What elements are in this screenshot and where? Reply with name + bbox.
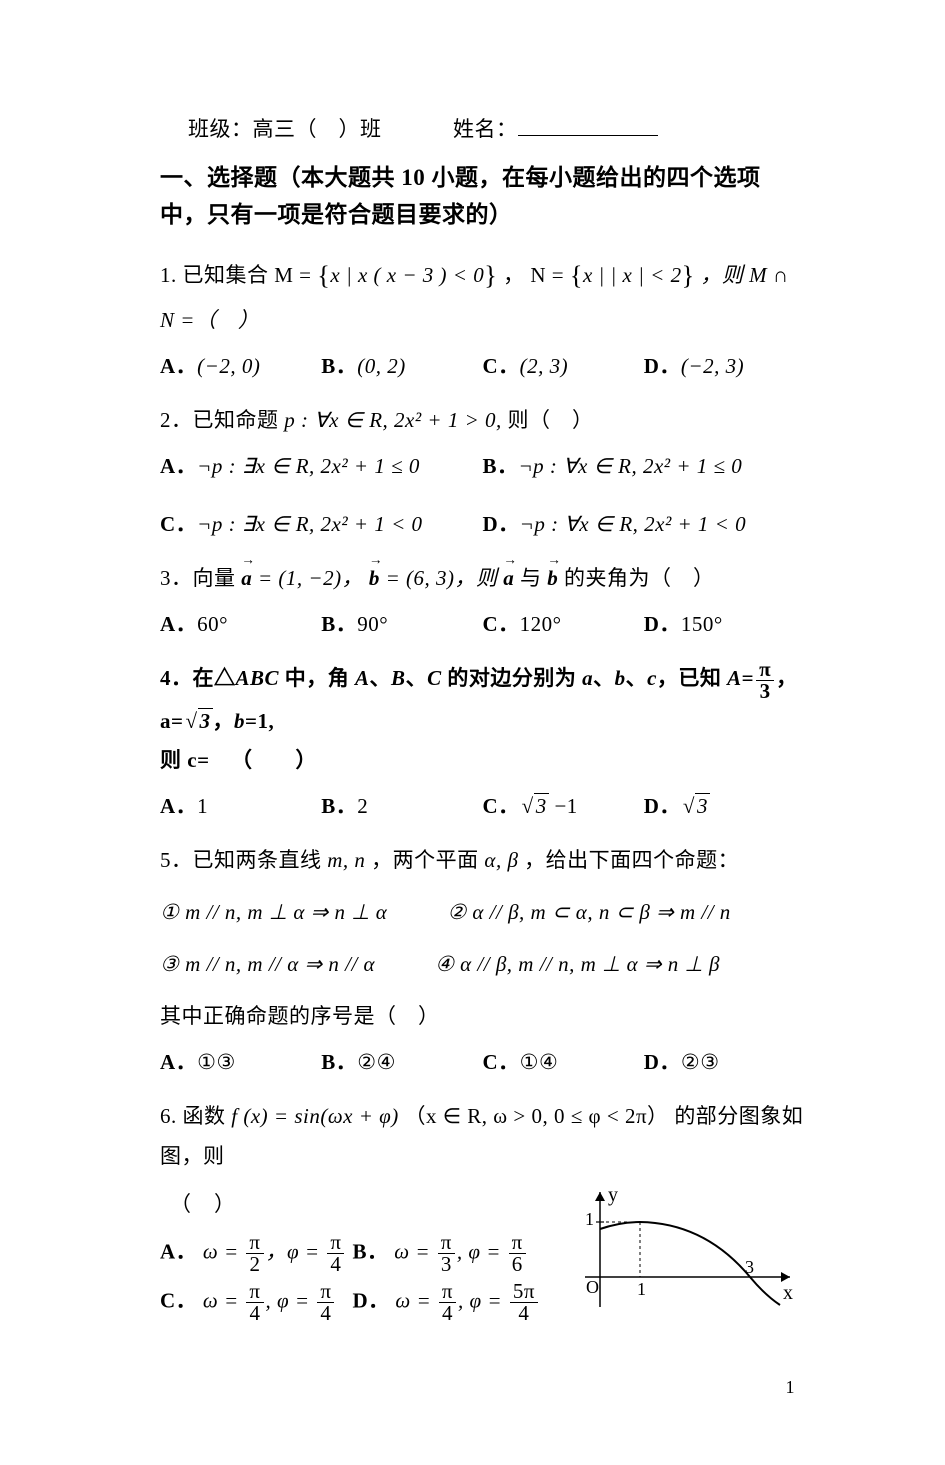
q5-opt-D[interactable]: D．②③ (644, 1043, 805, 1083)
origin-label: O (586, 1277, 600, 1297)
y-axis-label: y (608, 1184, 619, 1206)
q6-opt-B[interactable]: B． ω = π3, φ = π6 (353, 1232, 546, 1275)
question-4: 4．在△ABC 中，角 A、B、C 的对边分别为 a、b、c，已知 A=π3，a… (160, 659, 805, 828)
section-heading: 一、选择题（本大题共 10 小题，在每小题给出的四个选项中，只有一项是符合题目要… (160, 160, 805, 234)
q5-ask: 其中正确命题的序号是（ ） (160, 997, 805, 1037)
q6-opt-A[interactable]: A． ω = π2，φ = π4 (160, 1232, 353, 1275)
student-header: 班级：高三（ ）班 姓名： (160, 110, 805, 150)
q4-opt-D[interactable]: D．3 (644, 787, 805, 827)
q5-opt-C[interactable]: C．①④ (483, 1043, 644, 1083)
q6-func: f (x) = sin(ωx + φ) (231, 1104, 399, 1128)
exam-page: 班级：高三（ ）班 姓名： 一、选择题（本大题共 10 小题，在每小题给出的四个… (0, 0, 945, 1465)
q3-opt-D[interactable]: D．150° (644, 605, 805, 645)
q1-opt-C[interactable]: C．(2, 3) (483, 347, 644, 387)
question-2: 2．已知命题 p : ∀x ∈ R, 2x² + 1 > 0, 则（ ） A．¬… (160, 401, 805, 545)
q2-options: A．¬p : ∃x ∈ R, 2x² + 1 ≤ 0 B．¬p : ∀x ∈ R… (160, 447, 805, 545)
q1-setM: x | x ( x − 3 ) < 0 (330, 263, 484, 287)
q6-cond: （x ∈ R, ω > 0, 0 ≤ φ < 2π） (405, 1104, 669, 1128)
q4-opt-A[interactable]: A．1 (160, 787, 321, 827)
q3-options: A．60° B．90° C．120° D．150° (160, 605, 805, 645)
name-label: 姓名： (453, 117, 518, 141)
q4-pre: 4．在△ABC 中，角 A、B、C 的对边分别为 a、b、c，已知 A= (160, 666, 754, 690)
q4-opt-B[interactable]: B．2 (321, 787, 482, 827)
q2-tail: 则（ ） (508, 408, 594, 432)
q5-p3: ③ m // n, m // α ⇒ n // α (160, 945, 375, 985)
q2-opt-B[interactable]: B．¬p : ∀x ∈ R, 2x² + 1 ≤ 0 (483, 447, 806, 487)
q6-opt-C[interactable]: C． ω = π4, φ = π4 (160, 1281, 353, 1324)
q5-options: A．①③ B．②④ C．①④ D．②③ (160, 1043, 805, 1083)
q4-options: A．1 B．2 C．3 −1 D．3 (160, 787, 805, 827)
q4-line2: 则 c= （ ） (160, 741, 805, 781)
q5-opt-A[interactable]: A．①③ (160, 1043, 321, 1083)
q2-stem: 2．已知命题 (160, 408, 279, 432)
q5-stem: 5．已知两条直线 m, n ，两个平面 α, β ，给出下面四个命题： (160, 841, 805, 881)
vec-a: a (241, 559, 252, 599)
q1-opt-D[interactable]: D．(−2, 3) (644, 347, 805, 387)
y-tick-1: 1 (585, 1209, 595, 1229)
q5-props: ① m // n, m ⊥ α ⇒ n ⊥ α ② α // β, m ⊂ α,… (160, 893, 805, 985)
q3-tail: 的夹角为（ ） (558, 566, 714, 590)
q3-opt-B[interactable]: B．90° (321, 605, 482, 645)
q2-opt-C[interactable]: C．¬p : ∃x ∈ R, 2x² + 1 < 0 (160, 505, 483, 545)
q5-p4: ④ α // β, m // n, m ⊥ α ⇒ n ⊥ β (435, 945, 720, 985)
q6-left: （ ） A． ω = π2，φ = π4 B． ω = π3, φ = π6 C… (160, 1177, 545, 1331)
q6-opt-D[interactable]: D． ω = π4, φ = 5π4 (353, 1281, 546, 1324)
q6-graph: 1 O 1 3 x y (555, 1177, 805, 1327)
q2-opt-D[interactable]: D．¬p : ∀x ∈ R, 2x² + 1 < 0 (483, 505, 806, 545)
x-axis-label: x (783, 1282, 794, 1304)
sine-graph-svg: 1 O 1 3 x y (555, 1177, 805, 1327)
question-3: 3．向量 a = (1, −2)， b = (6, 3)，则 a 与 b 的夹角… (160, 559, 805, 645)
q1-prefix: 1. 已知集合 (160, 263, 269, 287)
vec-b: b (369, 559, 380, 599)
q1-opt-A[interactable]: A．(−2, 0) (160, 347, 321, 387)
q6-pre: 6. 函数 (160, 1104, 231, 1128)
q5-p2: ② α // β, m ⊂ α, n ⊂ β ⇒ m // n (447, 893, 731, 933)
x-tick-3: 3 (745, 1257, 755, 1277)
question-1: 1. 已知集合 M = {x | x ( x − 3 ) < 0} ， N = … (160, 251, 805, 387)
q4-opt-C[interactable]: C．3 −1 (483, 787, 644, 827)
question-5: 5．已知两条直线 m, n ，两个平面 α, β ，给出下面四个命题： ① m … (160, 841, 805, 1082)
q2-p: p : ∀x ∈ R, 2x² + 1 > 0, (284, 408, 502, 432)
q6-blank: （ ） (170, 1185, 545, 1225)
q5-p1: ① m // n, m ⊥ α ⇒ n ⊥ α (160, 893, 387, 933)
question-6: 6. 函数 f (x) = sin(ωx + φ) （x ∈ R, ω > 0,… (160, 1097, 805, 1331)
x-tick-1: 1 (637, 1279, 647, 1299)
class-label: 班级：高三（ ）班 (188, 117, 382, 141)
q1-setN: x | | x | < 2 (583, 263, 682, 287)
name-blank[interactable] (518, 112, 658, 136)
q2-opt-A[interactable]: A．¬p : ∃x ∈ R, 2x² + 1 ≤ 0 (160, 447, 483, 487)
q3-pre: 3．向量 (160, 566, 236, 590)
q1-options: A．(−2, 0) B．(0, 2) C．(2, 3) D．(−2, 3) (160, 347, 805, 387)
page-number: 1 (160, 1370, 805, 1404)
q1-opt-B[interactable]: B．(0, 2) (321, 347, 482, 387)
q3-opt-C[interactable]: C．120° (483, 605, 644, 645)
q3-opt-A[interactable]: A．60° (160, 605, 321, 645)
q5-opt-B[interactable]: B．②④ (321, 1043, 482, 1083)
